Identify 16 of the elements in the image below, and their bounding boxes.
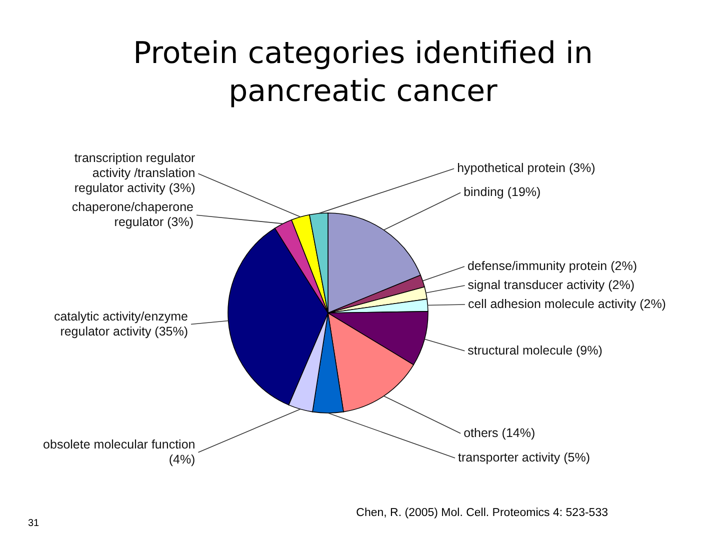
slice-label: defense/immunity protein (2%): [467, 258, 638, 273]
slice-label: signal transducer activity (2%): [468, 278, 635, 292]
slice-label: binding (19%): [464, 185, 541, 200]
slice-label: others (14%): [464, 426, 536, 440]
chart-title: Protein categories identified in pancreatic cancer: [133, 36, 593, 109]
slice-label: obsolete molecular function: [43, 437, 196, 452]
slice-label: hypothetical protein (3%): [457, 161, 596, 176]
slice-label: chaperone/chaperone regulator (3%): [72, 200, 194, 230]
text: 31: [28, 518, 40, 529]
slice-label: catalytic activity/enzyme regulator activity (35%): [54, 309, 188, 338]
slice-label: cell adhesion molecule activity (2%): [468, 296, 666, 311]
slice-label: structural molecule (9%): [468, 343, 602, 358]
data-label: (4%): [168, 452, 196, 466]
text: Chen, R. (2005) Mol. Cell. Proteomics 4: 523-533: [356, 507, 608, 519]
slice-label: transcription regulator activity /translation regulator activity (3%): [74, 151, 196, 196]
slice-label: transporter activity (5%): [458, 450, 590, 464]
